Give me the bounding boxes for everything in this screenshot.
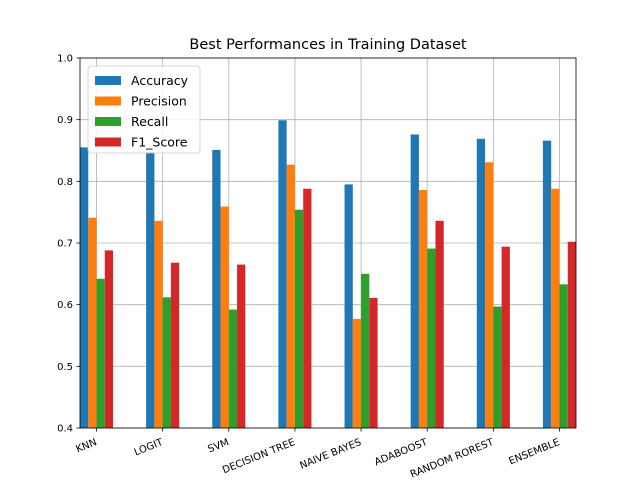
bar-f1-score [435,220,444,428]
chart-title: Best Performances in Training Dataset [189,37,467,53]
legend-swatch [95,76,121,85]
bar-accuracy [212,149,221,428]
bar-accuracy [476,138,486,429]
bar-precision [551,188,560,428]
bar-f1-score [501,246,510,428]
x-tick-label: ENSEMBLE [507,437,561,467]
y-tick-label: 0.9 [57,115,73,126]
bar-accuracy [344,184,353,428]
bar-f1-score [170,262,180,428]
bar-f1-score [369,297,378,428]
x-tick-label: NAIVE BAYES [298,437,363,472]
bar-precision [485,162,494,428]
legend-swatch [95,137,121,147]
bar-recall [493,306,502,428]
x-tick-label: SVM [206,437,230,455]
bar-f1-score [237,264,246,428]
legend-box [87,65,201,154]
bar-precision [352,318,362,428]
bar-accuracy [80,147,89,428]
y-tick-label: 0.5 [57,362,73,373]
bar-recall [427,248,436,428]
bar-recall [228,309,238,428]
bar-f1-score [303,188,312,428]
legend-label: Precision [131,94,187,109]
y-tick-label: 0.4 [57,424,73,435]
bar-recall [294,209,304,428]
y-tick-label: 0.6 [57,300,73,311]
y-tick-label: 0.8 [57,177,73,188]
bars [80,120,576,429]
bar-accuracy [410,134,419,428]
bar-precision [88,217,97,428]
y-tick-label: 0.7 [57,239,73,250]
bar-recall [96,278,105,428]
bar-precision [220,206,229,428]
x-tick-label: DECISION TREE [221,437,297,476]
bar-precision [418,189,428,428]
legend-label: F1_Score [131,135,188,150]
bar-f1-score [104,250,114,428]
x-tick-label: LOGIT [133,437,166,459]
bar-accuracy [146,151,155,428]
x-tick-label: ADABOOST [373,437,430,469]
bar-accuracy [542,140,552,428]
bar-precision [154,220,163,428]
legend-label: Recall [131,114,168,129]
bar-f1-score [567,241,576,428]
bar-accuracy [278,120,287,429]
legend-label: Accuracy [131,73,189,88]
bar-recall [162,297,171,428]
bar-precision [286,164,295,428]
bar-recall [361,273,370,428]
legend-swatch [95,117,121,126]
legend: Accuracy Precision Recall F1_Score [87,65,201,154]
legend-swatch [95,96,121,106]
x-tick-label: KNN [74,437,98,455]
y-tick-label: 1.0 [57,54,73,65]
bar-recall [559,284,568,428]
plot-frame [79,57,577,429]
